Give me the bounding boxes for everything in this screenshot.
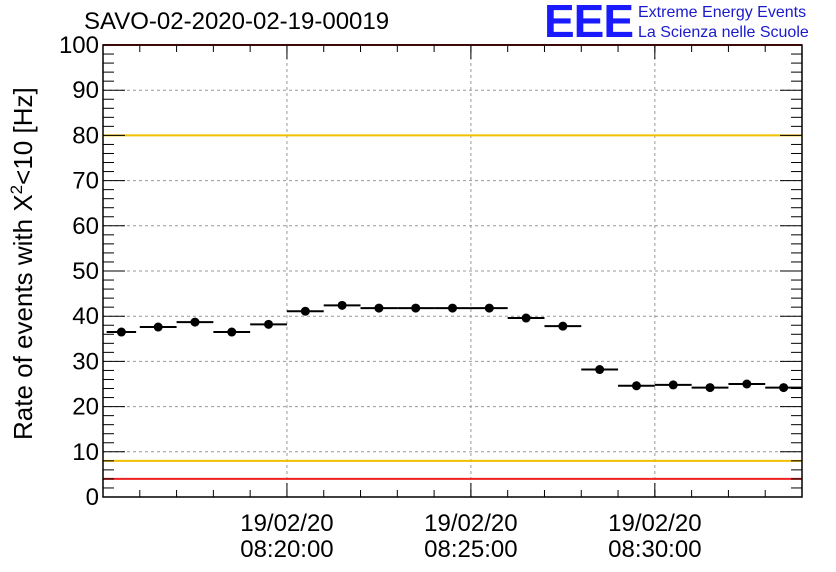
data-point bbox=[484, 303, 494, 313]
y-tick-label: 50 bbox=[72, 258, 99, 285]
x-tick-time: 08:25:00 bbox=[424, 536, 517, 563]
eee-logo-mark: EEE bbox=[544, 0, 634, 47]
data-point bbox=[631, 381, 641, 391]
data-point bbox=[521, 313, 531, 323]
data-point bbox=[595, 365, 605, 375]
data-point bbox=[153, 322, 163, 332]
data-point bbox=[558, 321, 568, 331]
x-tick-date: 19/02/20 bbox=[240, 510, 333, 537]
x-tick-time: 08:20:00 bbox=[240, 536, 333, 563]
y-tick-label: 40 bbox=[72, 303, 99, 330]
logo-line-1: Extreme Energy Events bbox=[638, 4, 807, 21]
y-tick-label: 30 bbox=[72, 348, 99, 375]
data-point bbox=[190, 317, 200, 327]
threshold-lines bbox=[103, 44, 802, 480]
eee-logo: EEE Extreme Energy Events La Scienza nel… bbox=[544, 0, 834, 46]
y-tick-label: 0 bbox=[86, 484, 99, 511]
y-tick-label: 80 bbox=[72, 122, 99, 149]
y-tick-label: 70 bbox=[72, 168, 99, 195]
x-tick-date: 19/02/20 bbox=[608, 510, 701, 537]
data-point bbox=[705, 383, 715, 393]
data-point bbox=[227, 327, 237, 337]
data-point bbox=[742, 379, 752, 389]
data-points bbox=[106, 300, 802, 393]
y-tick-label: 90 bbox=[72, 77, 99, 104]
y-tick-label: 60 bbox=[72, 213, 99, 240]
data-point bbox=[264, 319, 274, 329]
chart-title: SAVO-02-2020-02-19-00019 bbox=[84, 8, 390, 35]
data-point bbox=[300, 306, 310, 316]
y-tick-label: 10 bbox=[72, 439, 99, 466]
axis-ticks bbox=[102, 44, 803, 498]
data-point bbox=[116, 327, 126, 337]
x-tick-time: 08:30:00 bbox=[608, 536, 701, 563]
y-tick-labels: 0 10 20 30 40 50 60 70 80 90 100 bbox=[59, 32, 99, 511]
y-axis-title: Rate of events with X2<10 [Hz] bbox=[7, 87, 38, 440]
y-tick-label: 20 bbox=[72, 394, 99, 421]
grid bbox=[103, 45, 802, 497]
logo-line-2: La Scienza nelle Scuole bbox=[638, 24, 809, 41]
data-point bbox=[779, 383, 789, 393]
x-tick-labels: 19/02/2008:20:0019/02/2008:25:0019/02/20… bbox=[240, 510, 701, 563]
data-point bbox=[374, 303, 384, 313]
data-point bbox=[337, 300, 347, 310]
x-tick-date: 19/02/20 bbox=[424, 510, 517, 537]
data-point bbox=[448, 303, 457, 313]
data-point bbox=[411, 303, 421, 313]
y-tick-label: 100 bbox=[59, 32, 99, 59]
data-point bbox=[668, 380, 678, 390]
